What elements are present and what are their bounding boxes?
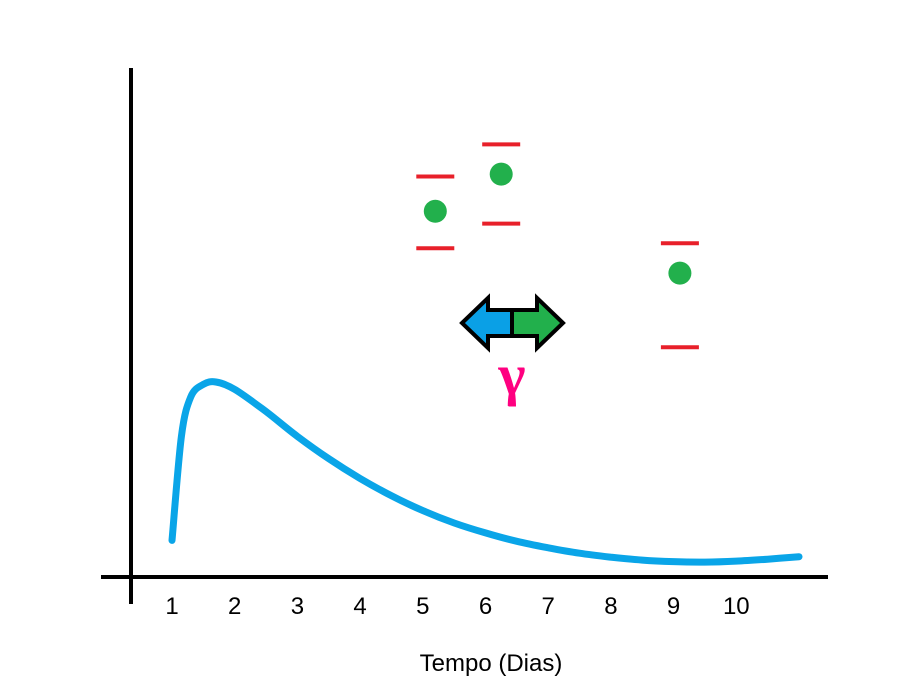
x-tick-label: 6 — [479, 593, 492, 620]
x-tick-labels: 1 2 3 4 5 6 7 8 9 10 — [165, 593, 749, 620]
data-point — [423, 199, 447, 223]
x-axis-title: Tempo (Dias) — [420, 650, 563, 677]
gamma-symbol: γ — [497, 342, 525, 407]
data-points-layer — [416, 142, 699, 350]
x-tick-label: 9 — [667, 593, 680, 620]
data-point-group — [416, 174, 455, 251]
x-tick-label: 2 — [228, 593, 241, 620]
x-tick-label: 7 — [542, 593, 555, 620]
x-tick-label: 4 — [353, 593, 366, 620]
data-point-group — [482, 142, 521, 226]
double-arrow-icon — [459, 293, 566, 353]
data-point — [489, 162, 513, 186]
left-arrow-icon — [459, 293, 514, 353]
data-point-group — [660, 241, 699, 350]
decay-curve — [168, 378, 803, 566]
x-tick-label: 3 — [291, 593, 304, 620]
x-tick-label: 5 — [416, 593, 429, 620]
x-tick-label: 8 — [604, 593, 617, 620]
right-arrow-icon — [510, 293, 566, 353]
x-tick-label: 1 — [165, 593, 178, 620]
data-point — [668, 261, 692, 285]
x-tick-label: 10 — [723, 593, 750, 620]
decay-curve-layer — [168, 378, 803, 566]
